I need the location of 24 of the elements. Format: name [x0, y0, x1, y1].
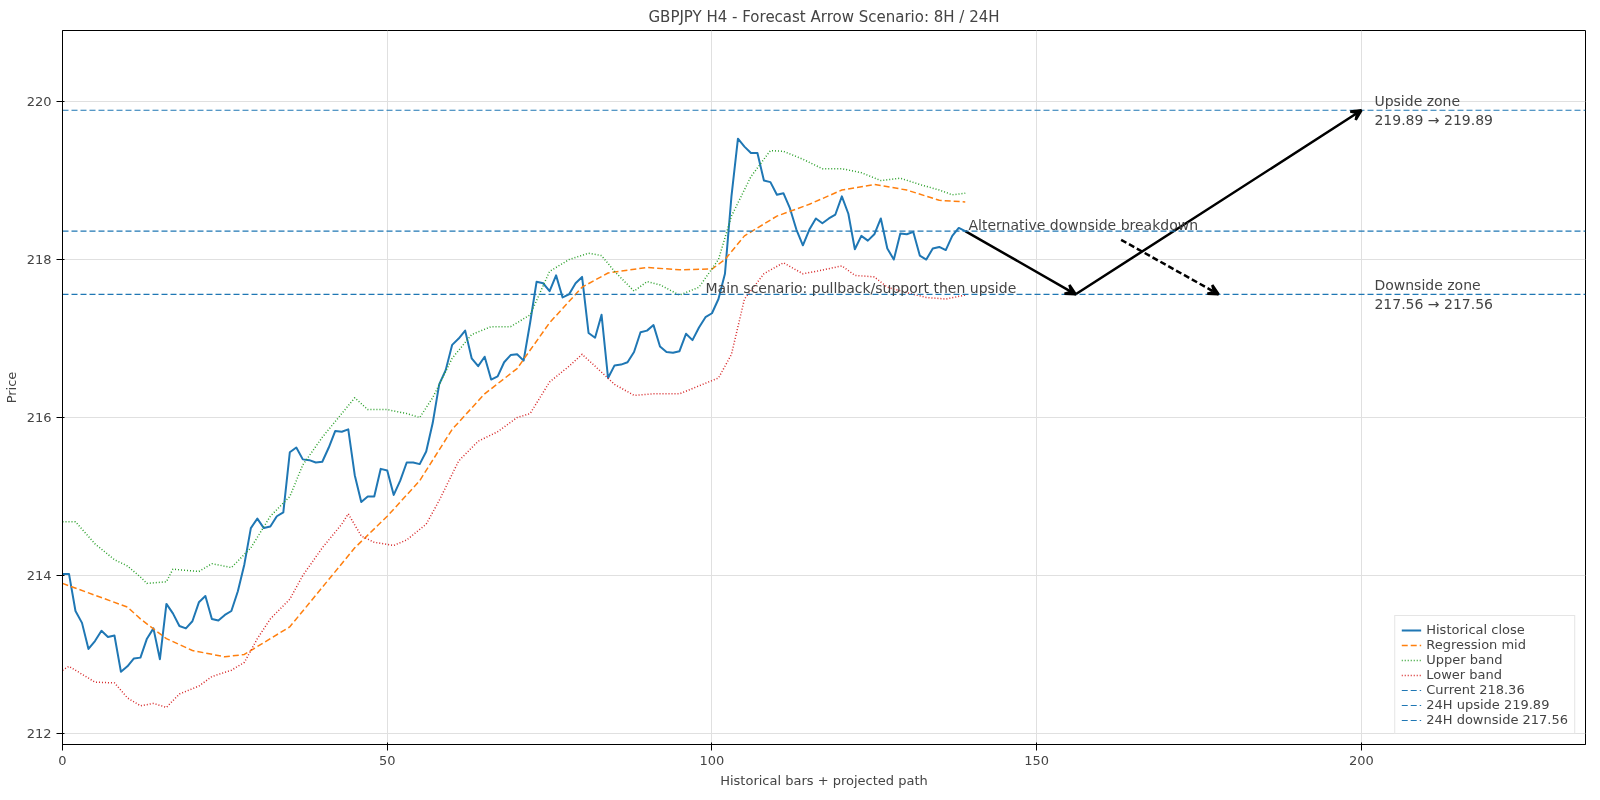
chart-title: GBPJPY H4 - Forecast Arrow Scenario: 8H / 24H: [648, 7, 1000, 26]
line-series: [62, 149, 967, 585]
x-tick-label: 150: [1024, 752, 1050, 768]
legend-label: Regression mid: [1426, 637, 1526, 652]
y-tick-label: 212: [26, 725, 52, 741]
y-tick-label: 214: [26, 567, 52, 583]
legend-label: 24H upside 219.89: [1426, 697, 1550, 712]
y-axis-title: Price: [3, 371, 19, 404]
legend-label: Lower band: [1426, 667, 1503, 682]
legend-label: Historical close: [1426, 622, 1525, 637]
x-axis-title: Historical bars + projected path: [720, 772, 928, 788]
x-tick-label: 200: [1349, 752, 1374, 768]
legend-label: Upper band: [1426, 652, 1503, 667]
y-tick-label: 218: [26, 252, 52, 268]
y-tick-label: 220: [26, 94, 52, 110]
annotation: Downside zone 217.56 → 217.56: [1374, 276, 1494, 312]
x-tick-label: 50: [378, 752, 396, 768]
y-tick-label: 216: [26, 410, 52, 426]
legend-label: Current 218.36: [1426, 682, 1525, 697]
annotation: Upside zone 219.89 → 219.89: [1374, 92, 1494, 128]
x-tick-label: 0: [58, 752, 67, 768]
legend-label: 24H downside 217.56: [1426, 712, 1568, 727]
line-series: [62, 261, 967, 709]
x-tick-label: 100: [699, 752, 725, 768]
